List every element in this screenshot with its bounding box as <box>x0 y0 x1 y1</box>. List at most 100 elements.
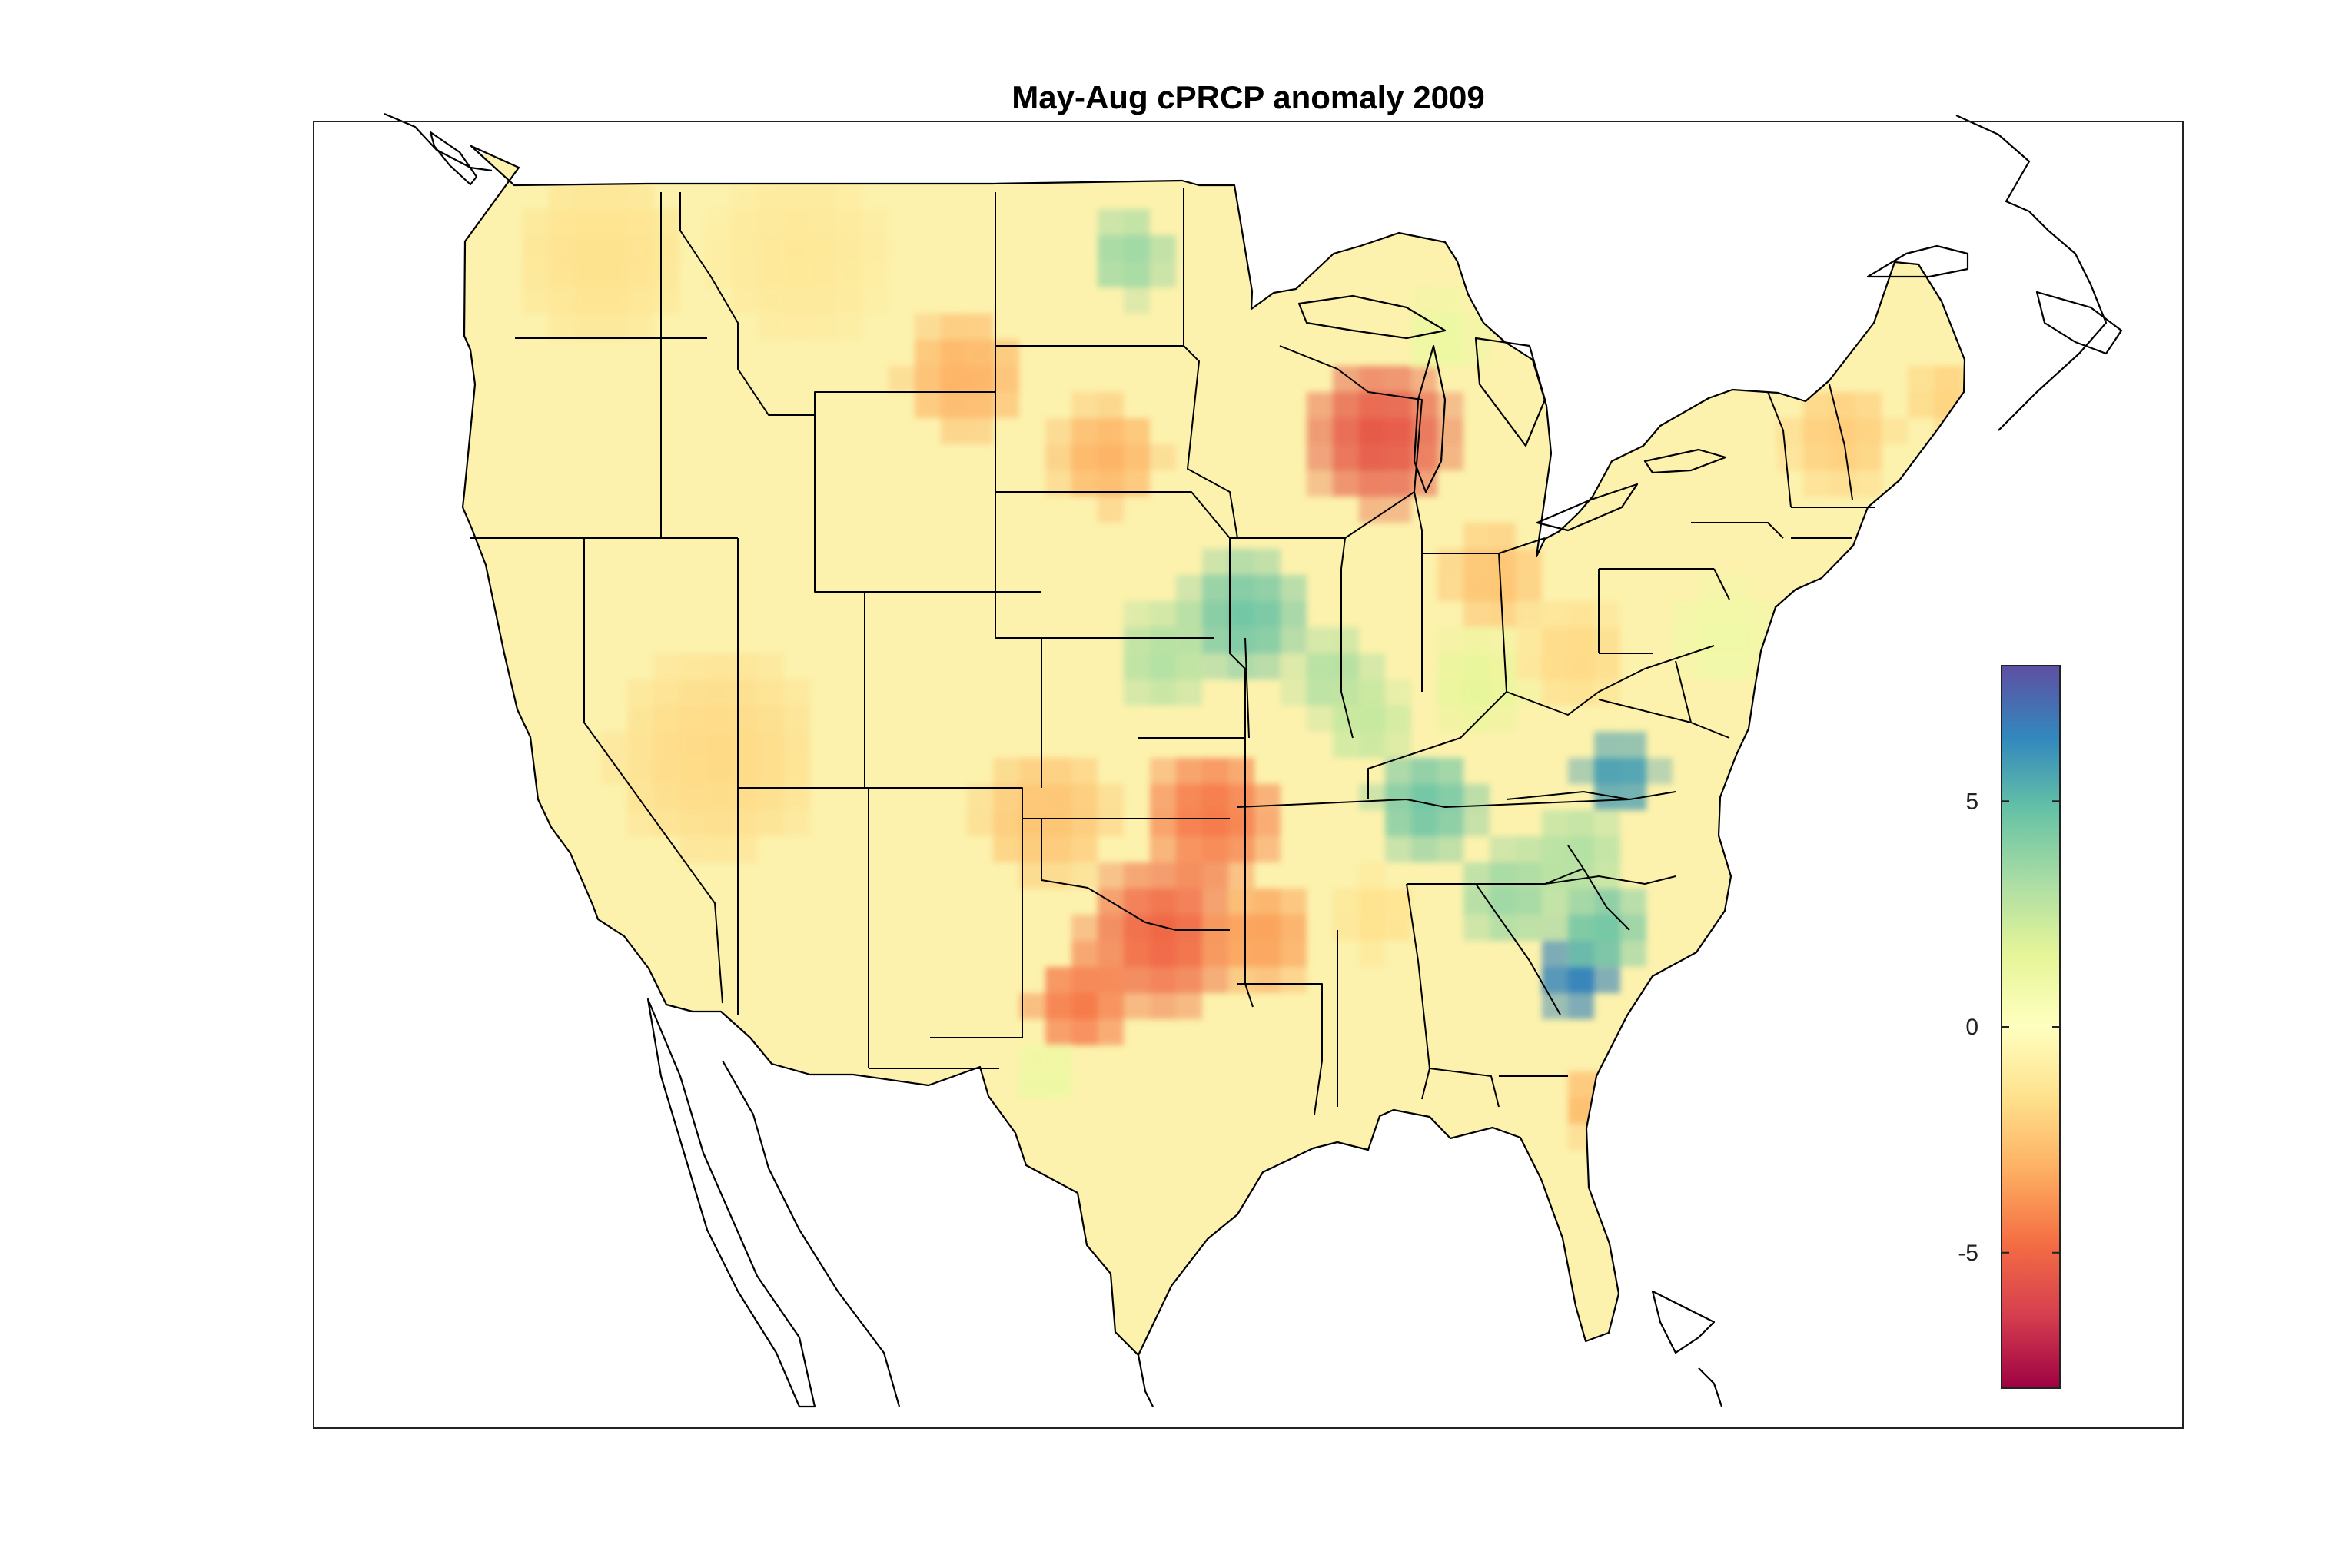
anomaly-cell <box>679 810 706 836</box>
anomaly-cell <box>1045 1019 1071 1045</box>
anomaly-cell <box>836 209 862 235</box>
anomaly-cell <box>732 732 758 758</box>
anomaly-cell <box>653 732 679 758</box>
anomaly-cell <box>1202 653 1228 679</box>
anomaly-cell <box>1045 418 1071 444</box>
anomaly-cell <box>967 314 993 340</box>
anomaly-cell <box>653 287 679 314</box>
anomaly-cell <box>1829 418 1855 444</box>
anomaly-cell <box>1333 366 1359 392</box>
anomaly-cell <box>1176 862 1202 889</box>
anomaly-cell <box>627 183 653 209</box>
anomaly-cell <box>915 340 941 366</box>
anomaly-cell <box>575 183 601 209</box>
anomaly-cell <box>1228 915 1254 941</box>
anomaly-cell <box>836 314 862 340</box>
anomaly-cell <box>758 706 784 732</box>
great-lakes-ontario <box>1643 448 1727 474</box>
anomaly-cell <box>1463 627 1490 653</box>
anomaly-cell <box>706 235 732 261</box>
mexico-mainland-west <box>722 1060 901 1407</box>
anomaly-cell <box>1385 889 1411 915</box>
anomaly-cell <box>1568 653 1594 679</box>
anomaly-cell <box>784 732 810 758</box>
anomaly-cell <box>679 784 706 810</box>
anomaly-cell <box>1254 915 1281 941</box>
anomaly-cell <box>575 314 601 340</box>
anomaly-cell <box>1359 706 1385 732</box>
anomaly-cell <box>1071 1019 1098 1045</box>
anomaly-cell <box>1568 862 1594 889</box>
anomaly-cell <box>1228 810 1254 836</box>
anomaly-cell <box>1202 941 1228 967</box>
anomaly-cell <box>1437 340 1463 366</box>
anomaly-cell <box>941 366 967 392</box>
anomaly-cell <box>1176 627 1202 653</box>
anomaly-cell <box>1045 758 1071 784</box>
anomaly-cell <box>1045 993 1071 1019</box>
anomaly-cell <box>732 209 758 235</box>
anomaly-cell <box>732 679 758 706</box>
anomaly-cell <box>993 340 1019 366</box>
anomaly-cell <box>706 810 732 836</box>
anomaly-cell <box>1228 575 1254 601</box>
anomaly-cell <box>549 235 575 261</box>
anomaly-cell <box>523 261 549 287</box>
anomaly-cell <box>1568 758 1594 784</box>
anomaly-cell <box>836 235 862 261</box>
anomaly-cell <box>1254 549 1281 575</box>
anomaly-cell <box>1333 653 1359 679</box>
anomaly-cell <box>601 183 627 209</box>
anomaly-cell <box>1254 653 1281 679</box>
anomaly-cell <box>1202 915 1228 941</box>
anomaly-cell <box>758 810 784 836</box>
anomaly-cell <box>1150 601 1176 627</box>
mexico-gulf-coast <box>1137 1354 1154 1407</box>
anomaly-cell <box>1124 915 1150 941</box>
anomaly-cell <box>1045 810 1071 836</box>
anomaly-cell <box>1071 444 1098 470</box>
anomaly-cell <box>1542 679 1568 706</box>
anomaly-cell <box>1124 941 1150 967</box>
anomaly-cell <box>1176 941 1202 967</box>
anomaly-cell <box>1673 627 1699 653</box>
anomaly-cell <box>1855 418 1882 444</box>
anomaly-cell <box>993 810 1019 836</box>
anomaly-cell <box>1463 601 1490 627</box>
anomaly-cell <box>1124 235 1150 261</box>
anomaly-cell <box>1150 758 1176 784</box>
anomaly-cell <box>1202 575 1228 601</box>
nova-scotia <box>1866 244 1969 278</box>
anomaly-cell <box>1307 627 1333 653</box>
anomaly-cell <box>653 679 679 706</box>
anomaly-cell <box>706 836 732 862</box>
anomaly-cell <box>1333 392 1359 418</box>
anomaly-cell <box>1437 575 1463 601</box>
anomaly-cell <box>1124 209 1150 235</box>
anomaly-cell <box>1176 679 1202 706</box>
anomaly-cell <box>1202 810 1228 836</box>
anomaly-cell <box>1150 235 1176 261</box>
anomaly-cell <box>1411 392 1437 418</box>
anomaly-cell <box>1071 836 1098 862</box>
anomaly-cell <box>1228 941 1254 967</box>
anomaly-cell <box>1333 627 1359 653</box>
anomaly-cell <box>810 209 836 235</box>
anomaly-cell <box>836 183 862 209</box>
anomaly-cell <box>1098 261 1124 287</box>
anomaly-cell <box>679 836 706 862</box>
anomaly-cell <box>679 732 706 758</box>
anomaly-cell <box>1228 889 1254 915</box>
anomaly-cell <box>1411 810 1437 836</box>
anomaly-cell <box>653 758 679 784</box>
anomaly-cell <box>1098 444 1124 470</box>
anomaly-cell <box>575 235 601 261</box>
anomaly-cell <box>1254 627 1281 653</box>
state-borders <box>470 188 1875 1115</box>
anomaly-cell <box>627 732 653 758</box>
anomaly-cell <box>1176 810 1202 836</box>
colorbar-tick-label: 5 <box>1965 789 1978 814</box>
boundaries <box>384 112 2123 1408</box>
vancouver-island <box>429 131 478 186</box>
anomaly-cell <box>1568 601 1594 627</box>
